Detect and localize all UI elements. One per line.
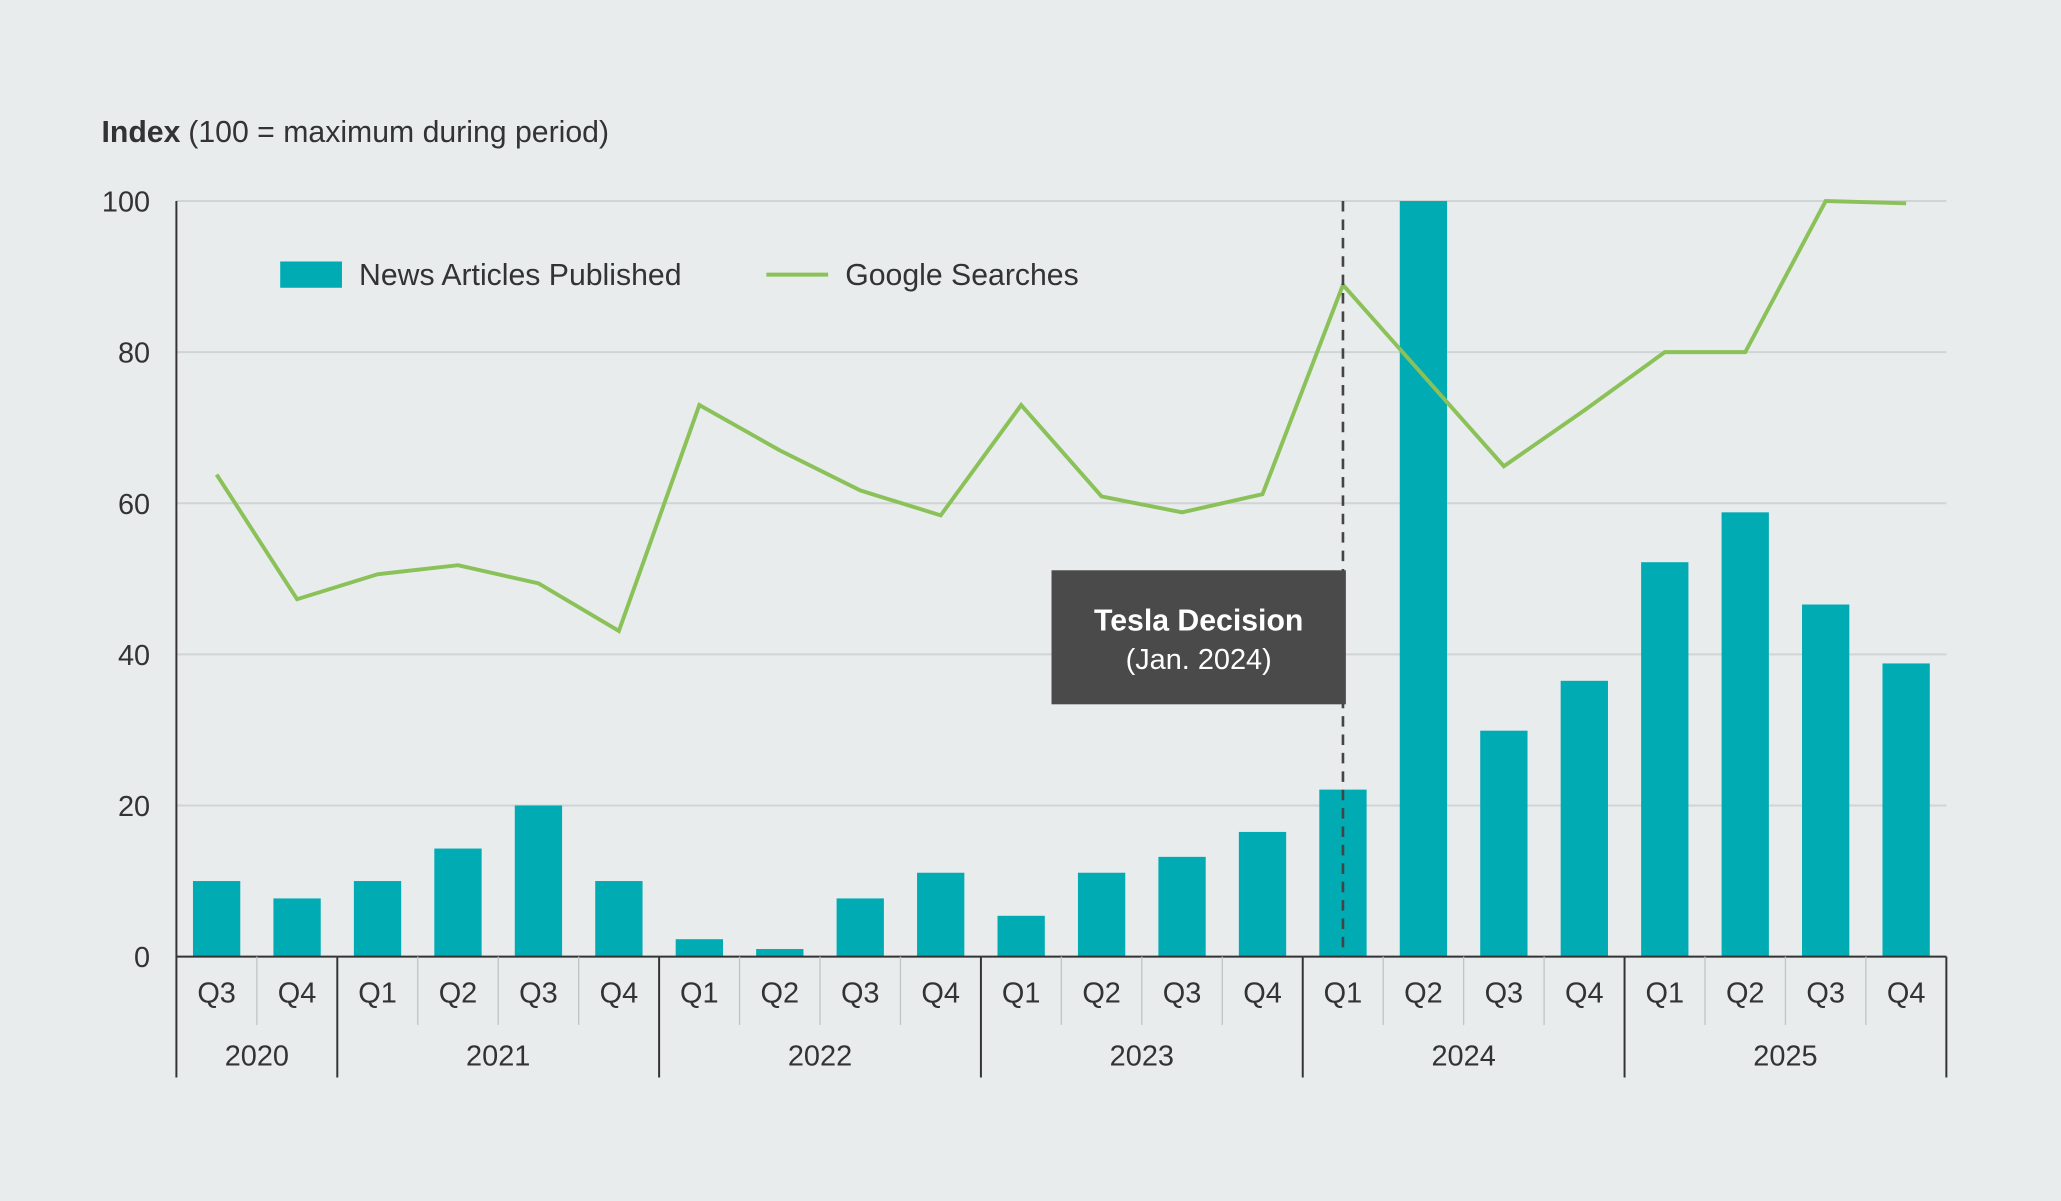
bar: [192, 881, 241, 957]
y-tick-label: 60: [118, 489, 150, 521]
bar: [1560, 680, 1608, 957]
quarter-label: Q1: [1646, 978, 1685, 1010]
bar: [836, 898, 884, 957]
quarter-label: Q4: [600, 978, 639, 1010]
bar: [273, 898, 321, 957]
quarter-label: Q2: [1082, 978, 1121, 1010]
y-tick-label: 80: [118, 338, 150, 370]
line-series: [214, 199, 1907, 634]
bar: [1480, 730, 1528, 957]
quarter-label: Q2: [1726, 978, 1765, 1010]
year-label: 2023: [1110, 1041, 1174, 1073]
bar: [675, 939, 723, 957]
bar: [1158, 856, 1206, 957]
legend: News Articles Published Google Searches: [280, 259, 1079, 292]
quarter-label: Q3: [1806, 978, 1845, 1010]
y-tick-label: 20: [118, 791, 150, 823]
annotation-title: Tesla Decision: [1094, 605, 1303, 638]
y-axis-title-rest: (100 = maximum during period): [188, 116, 609, 149]
quarter-label: Q3: [197, 978, 236, 1010]
quarter-label: Q1: [1002, 978, 1041, 1010]
bar: [1238, 831, 1287, 957]
legend-swatch-bar: [280, 261, 342, 288]
quarter-label: Q4: [278, 978, 317, 1010]
quarter-label: Q4: [921, 978, 960, 1010]
quarter-label: Q3: [519, 978, 558, 1010]
y-axis-title: Index (100 = maximum during period): [101, 116, 609, 149]
annotation-box: [1051, 570, 1346, 705]
y-tick-label: 40: [118, 640, 150, 672]
bar: [514, 805, 563, 957]
y-tick-label: 100: [102, 187, 150, 219]
quarter-label: Q4: [1565, 978, 1604, 1010]
y-axis-title-bold: Index: [101, 116, 180, 149]
series-line: [214, 199, 1907, 634]
quarter-label: Q2: [439, 978, 478, 1010]
annotation: Tesla Decision (Jan. 2024): [1051, 201, 1346, 957]
bar: [434, 848, 482, 957]
bar: [756, 949, 804, 957]
quarter-label: Q1: [1324, 978, 1363, 1010]
bar: [1882, 663, 1930, 957]
bar: [1641, 562, 1689, 957]
legend-label-line: Google Searches: [845, 259, 1079, 292]
y-axis-ticks: 0 20 40 60 80 100: [102, 187, 150, 975]
legend-label-bar: News Articles Published: [359, 259, 681, 292]
quarter-label: Q3: [841, 978, 880, 1010]
quarter-label: Q2: [1404, 978, 1443, 1010]
quarter-label: Q4: [1887, 978, 1926, 1010]
bar: [595, 881, 643, 957]
bar: [997, 915, 1045, 957]
bar: [1399, 201, 1448, 957]
bar: [353, 881, 402, 957]
bar-series: [192, 201, 1930, 957]
quarter-label: Q3: [1163, 978, 1202, 1010]
year-label: 2021: [466, 1041, 530, 1073]
quarter-label: Q3: [1485, 978, 1524, 1010]
bar: [1802, 604, 1850, 957]
year-label: 2020: [225, 1041, 289, 1073]
year-label: 2025: [1753, 1041, 1817, 1073]
quarter-label: Q1: [680, 978, 719, 1010]
year-label: 2022: [788, 1041, 852, 1073]
quarter-label: Q4: [1243, 978, 1282, 1010]
y-tick-label: 0: [134, 942, 150, 974]
year-label: 2024: [1432, 1041, 1496, 1073]
bar: [917, 872, 965, 957]
bar: [1077, 872, 1126, 957]
quarter-label: Q2: [761, 978, 800, 1010]
bar: [1721, 512, 1769, 957]
quarter-label: Q1: [358, 978, 397, 1010]
annotation-subtitle: (Jan. 2024): [1126, 644, 1272, 676]
x-axis: Q3 Q4 Q1 Q2 Q3 Q4 Q1 Q2 Q3 Q4 Q1 Q2 Q3 Q4 Q1 Q2 Q3 Q4 Q1 Q2…: [175, 201, 1948, 1078]
